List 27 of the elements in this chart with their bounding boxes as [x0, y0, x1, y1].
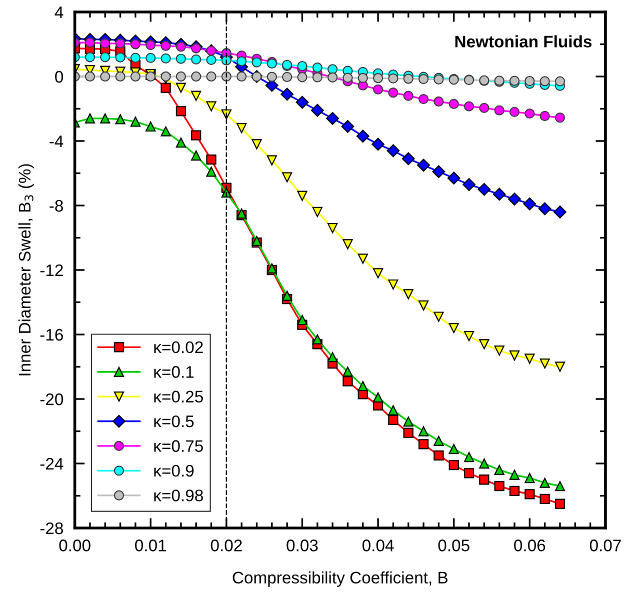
- x-axis-title: Compressibility Coefficient, B: [232, 571, 448, 587]
- x-tick-label: 0.03: [286, 540, 318, 552]
- legend-label: κ=0.98: [154, 490, 203, 502]
- x-tick-label: 0.02: [210, 540, 242, 552]
- y-tick-label: -4: [50, 136, 64, 148]
- legend-label: κ=0.5: [154, 415, 194, 428]
- y-tick-label: -16: [40, 328, 63, 341]
- y-tick-label: -28: [40, 522, 63, 534]
- legend-label: κ=0.75: [154, 440, 203, 452]
- annotation: Newtonian Fluids: [455, 35, 592, 48]
- y-axis-title: Inner Diameter Swell, B$_{3}$ (%): [18, 164, 34, 376]
- y-tick-label: -12: [40, 264, 63, 276]
- x-tick-label: 0.05: [438, 540, 470, 552]
- legend-label: κ=0.9: [154, 464, 194, 477]
- legend-label: κ=0.02: [154, 341, 203, 354]
- legend-label: κ=0.1: [154, 366, 194, 378]
- x-tick-label: 0.01: [135, 540, 166, 552]
- y-tick-label: 0: [55, 70, 64, 83]
- x-tick-label: 0.06: [514, 540, 546, 552]
- x-tick-label: 0.07: [590, 540, 621, 552]
- y-tick-label: -20: [40, 393, 64, 406]
- y-tick-label: 4: [54, 6, 64, 18]
- y-tick-label: -8: [50, 200, 63, 212]
- x-tick-label: 0.00: [59, 540, 90, 552]
- legend-label: κ=0.25: [154, 390, 203, 403]
- x-tick-label: 0.04: [362, 540, 394, 552]
- y-tick-label: -24: [40, 458, 64, 470]
